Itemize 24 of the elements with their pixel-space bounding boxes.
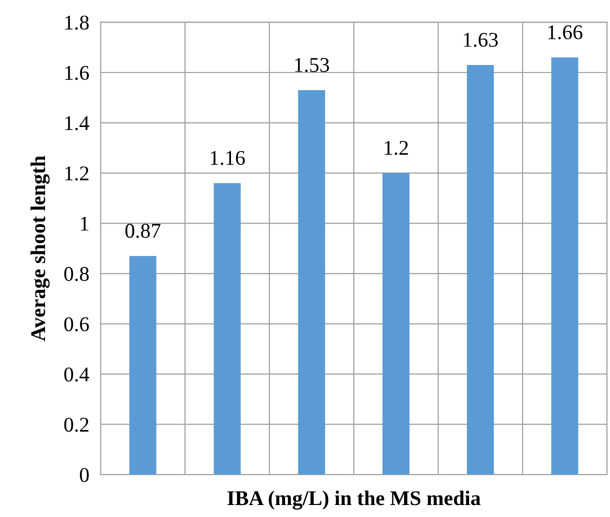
y-tick-label: 1 (80, 216, 88, 231)
x-axis-title: IBA (mg/L) in the MS media (227, 490, 481, 510)
y-tick-label: 0.2 (64, 418, 88, 432)
y-tick-label: 0.8 (64, 266, 89, 282)
bar (551, 57, 578, 475)
data-label: 1.16 (210, 150, 245, 166)
bar (129, 256, 156, 475)
data-label: 1.66 (548, 25, 582, 40)
y-axis-title: Average shoot length (30, 156, 50, 342)
y-tick-label: 1.8 (65, 16, 89, 30)
y-tick-label: 1.2 (65, 166, 88, 181)
y-tick-label: 0 (80, 468, 89, 482)
bar (382, 173, 410, 475)
y-tick-label: 1.4 (65, 116, 90, 130)
bar (466, 64, 494, 475)
bar (214, 183, 241, 475)
data-label: 1.63 (464, 32, 498, 47)
data-label: 1.53 (295, 58, 330, 72)
y-tick-label: 0.4 (64, 367, 90, 382)
data-label: 0.87 (125, 224, 160, 238)
y-tick-label: 1.6 (65, 66, 89, 80)
data-label: 1.2 (384, 140, 408, 155)
y-tick-label: 0.6 (64, 317, 89, 332)
bar (298, 90, 326, 475)
